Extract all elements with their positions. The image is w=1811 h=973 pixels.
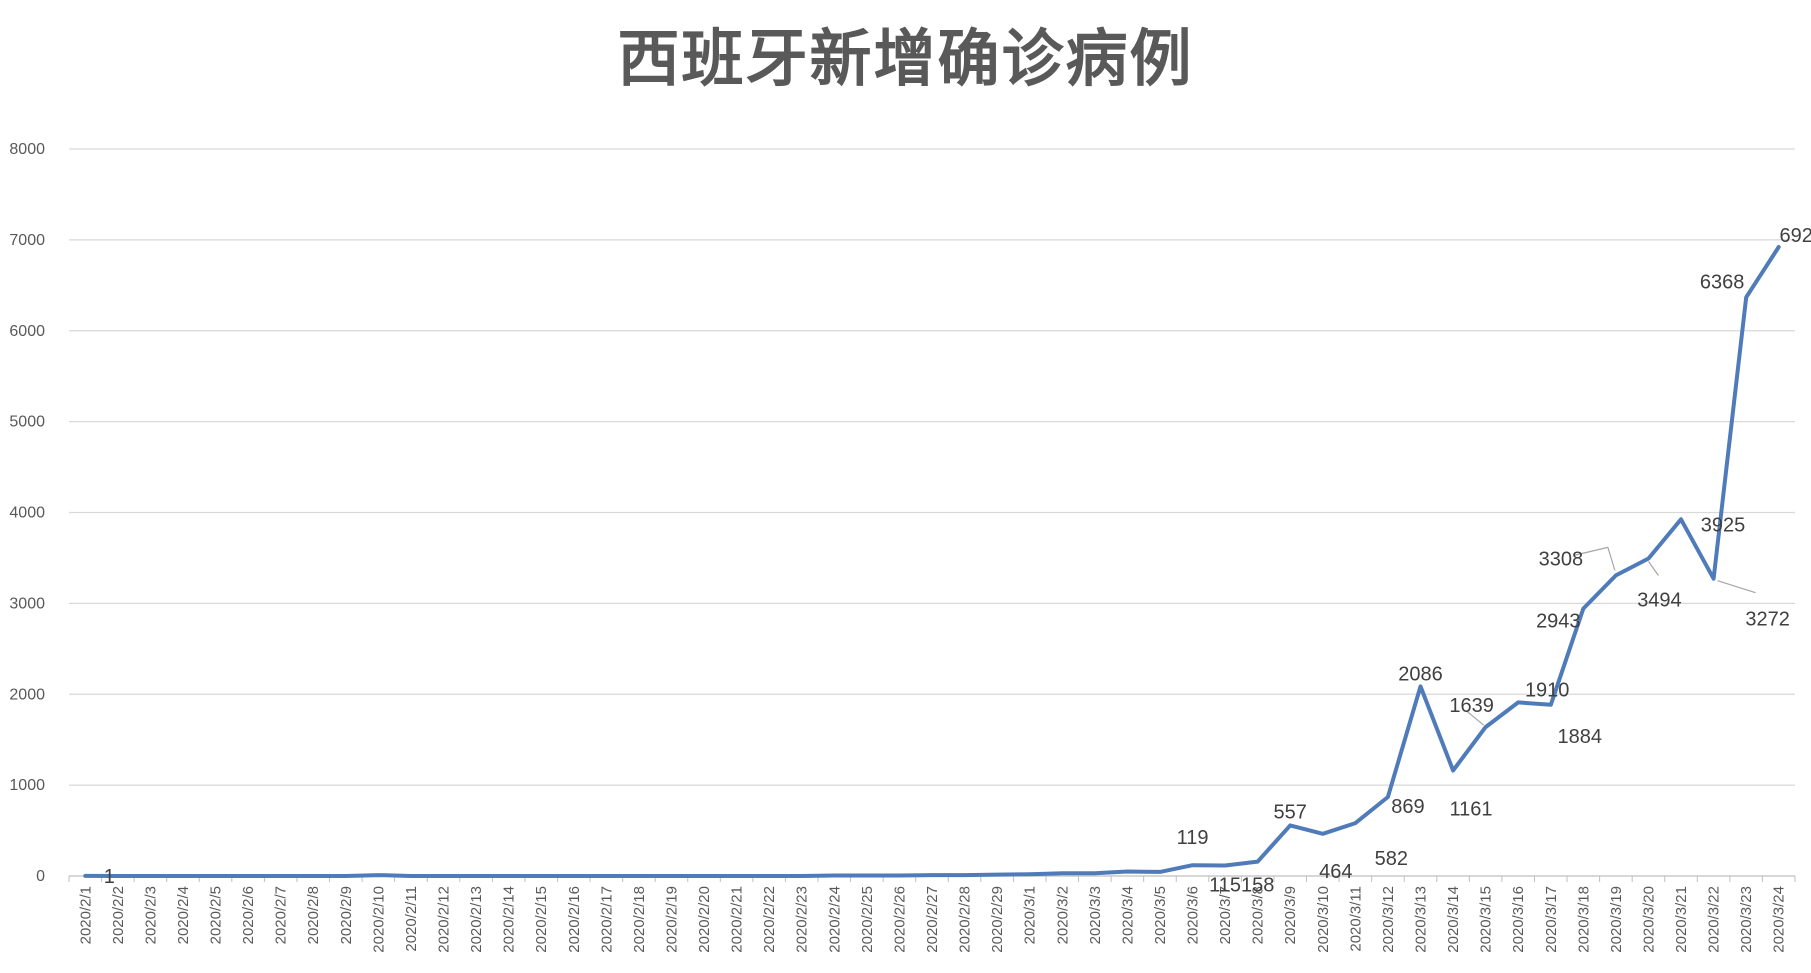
data-label: 1639 <box>1449 695 1494 717</box>
x-tick-label: 2020/2/11 <box>403 886 420 952</box>
data-label: 3272 <box>1745 609 1790 631</box>
x-tick-label: 2020/2/18 <box>631 886 648 953</box>
data-label: 2086 <box>1398 663 1443 685</box>
x-tick-label: 2020/2/23 <box>794 886 811 953</box>
data-label: 6368 <box>1700 271 1745 293</box>
x-axis-ticks: 2020/2/1 2020/2/2 2020/2/3 2020/2/4 2020/2/5… <box>68 876 1796 953</box>
data-label: 119 <box>1177 827 1209 849</box>
x-tick-label: 2020/2/15 <box>533 886 550 953</box>
x-tick-label: 2020/3/2 <box>1054 886 1071 944</box>
x-tick-label: 2020/3/23 <box>1738 886 1755 953</box>
data-label: 1910 <box>1525 679 1570 701</box>
x-tick-label: 2020/3/7 <box>1217 886 1234 944</box>
x-tick-label: 2020/3/16 <box>1510 886 1527 953</box>
x-tick-label: 2020/2/27 <box>924 886 941 953</box>
x-tick-label: 2020/3/22 <box>1706 886 1723 953</box>
data-label: 3494 <box>1637 589 1682 611</box>
x-tick-label: 2020/3/17 <box>1543 886 1560 953</box>
y-tick-label: 1000 <box>9 777 45 794</box>
data-label: 464 <box>1319 861 1352 883</box>
y-tick-label: 0 <box>36 868 45 885</box>
x-tick-label: 2020/3/8 <box>1250 886 1267 944</box>
x-tick-label: 2020/3/1 <box>1022 886 1039 944</box>
x-tick-label: 2020/2/6 <box>240 886 257 944</box>
y-tick-label: 2000 <box>9 686 45 703</box>
x-tick-label: 2020/2/2 <box>110 886 127 944</box>
x-tick-label: 2020/3/15 <box>1478 886 1495 953</box>
x-tick-label: 2020/3/11 <box>1347 886 1364 952</box>
x-tick-label: 2020/3/18 <box>1575 886 1592 953</box>
y-tick-label: 6000 <box>9 323 45 340</box>
y-tick-label: 5000 <box>9 414 45 431</box>
x-tick-label: 2020/3/10 <box>1315 886 1332 953</box>
label-leader-line <box>1717 580 1756 594</box>
gridlines <box>69 148 1795 877</box>
x-tick-label: 2020/2/24 <box>826 886 843 953</box>
x-tick-label: 2020/3/12 <box>1380 886 1397 953</box>
x-tick-label: 2020/2/7 <box>273 886 290 944</box>
x-tick-label: 2020/2/13 <box>468 886 485 953</box>
data-label: 557 <box>1274 801 1307 823</box>
x-tick-label: 2020/2/21 <box>729 886 746 953</box>
data-label: 3308 <box>1539 548 1584 570</box>
x-tick-label: 2020/2/28 <box>957 886 974 953</box>
x-tick-label: 2020/2/10 <box>370 886 387 953</box>
x-tick-label: 2020/2/14 <box>501 886 518 953</box>
x-tick-label: 2020/2/9 <box>338 886 355 944</box>
x-tick-label: 2020/2/26 <box>891 886 908 953</box>
x-tick-label: 2020/2/5 <box>208 886 225 944</box>
x-tick-label: 2020/2/1 <box>77 886 94 944</box>
x-tick-label: 2020/2/3 <box>142 886 159 944</box>
x-tick-label: 2020/2/12 <box>436 886 453 953</box>
x-tick-label: 2020/2/25 <box>859 886 876 953</box>
x-tick-label: 2020/3/5 <box>1152 886 1169 944</box>
data-label: 2943 <box>1536 611 1581 633</box>
x-tick-label: 2020/2/20 <box>696 886 713 953</box>
y-tick-label: 3000 <box>9 595 45 612</box>
data-labels: 1 119 115 158 557 464 582 869 2086 1161 1639 1910 18… <box>104 225 1811 897</box>
series-line <box>83 245 1781 878</box>
data-label: 115 <box>1209 875 1241 897</box>
x-tick-label: 2020/2/29 <box>989 886 1006 953</box>
data-label: 1 <box>104 866 115 888</box>
x-tick-label: 2020/3/19 <box>1608 886 1625 953</box>
y-axis-ticks: 0 1000 2000 3000 4000 5000 6000 7000 8000 <box>9 141 45 885</box>
data-label: 582 <box>1375 848 1408 870</box>
label-leader-line <box>1466 710 1485 726</box>
label-leader-lines <box>1466 546 1756 726</box>
x-tick-label: 2020/2/17 <box>598 886 615 953</box>
x-tick-label: 2020/2/16 <box>566 886 583 953</box>
data-label: 6922 <box>1779 225 1811 247</box>
label-leader-line <box>1573 546 1616 571</box>
data-label: 158 <box>1241 875 1274 897</box>
data-label: 1161 <box>1450 798 1493 820</box>
y-tick-label: 8000 <box>9 141 45 158</box>
x-tick-label: 2020/3/6 <box>1185 886 1202 944</box>
x-tick-label: 2020/3/14 <box>1445 886 1462 953</box>
chart-title: 西班牙新增确诊病例 <box>617 22 1194 95</box>
x-tick-label: 2020/3/21 <box>1673 886 1690 953</box>
x-tick-label: 2020/2/8 <box>305 886 322 944</box>
data-label: 3925 <box>1701 514 1746 536</box>
x-tick-label: 2020/3/3 <box>1087 886 1104 944</box>
data-label: 1884 <box>1558 726 1603 748</box>
x-tick-label: 2020/3/24 <box>1771 886 1788 953</box>
x-tick-label: 2020/2/4 <box>175 886 192 944</box>
series-line-path <box>83 245 1781 878</box>
x-tick-label: 2020/3/9 <box>1282 886 1299 944</box>
label-leader-line <box>1647 561 1659 576</box>
x-tick-label: 2020/3/4 <box>1119 886 1136 944</box>
x-tick-label: 2020/2/19 <box>663 886 680 953</box>
y-tick-label: 7000 <box>9 232 45 249</box>
y-tick-label: 4000 <box>9 505 45 522</box>
x-tick-label: 2020/3/20 <box>1640 886 1657 953</box>
x-tick-label: 2020/2/22 <box>761 886 778 953</box>
x-tick-label: 2020/3/13 <box>1412 886 1429 953</box>
data-label: 869 <box>1391 796 1424 818</box>
